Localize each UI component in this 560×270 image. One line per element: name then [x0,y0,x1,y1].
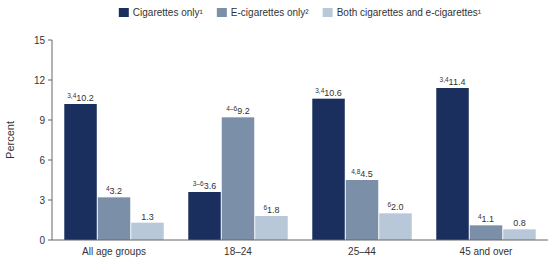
y-tick [48,120,52,121]
annotation: 4,8 [351,168,360,175]
value-label: 2.0 [391,202,404,212]
data-label: 41.1 [478,213,494,224]
y-tick [48,40,52,41]
legend-label: Cigarettes only¹ [133,7,204,18]
data-label: 3,411.4 [440,76,466,87]
x-tick-label: 45 and over [460,246,513,257]
legend-item: Cigarettes only¹ [119,7,204,18]
annotation: 3,4 [440,76,449,83]
bar [436,88,468,240]
bar [470,225,502,240]
value-label: 3.6 [204,181,217,191]
annotation: 4–6 [226,105,237,112]
data-label: 3,410.2 [67,92,94,103]
bar [503,229,535,240]
legend-item: Both cigarettes and e-cigarettes¹ [323,7,482,18]
legend: Cigarettes only¹ E-cigarettes only² Both c… [119,7,482,18]
data-label: 61.8 [263,204,279,215]
legend-swatch [217,8,227,17]
legend-label: Both cigarettes and e-cigarettes¹ [337,7,482,18]
data-label: 1.3 [141,212,154,222]
y-tick-label: 12 [34,75,46,86]
y-tick [48,160,52,161]
data-labels: 3,410.23–63.63,410.63,411.443.24–69.24,8… [67,76,526,228]
data-label: 0.8 [513,218,526,228]
legend-swatch [119,8,129,17]
data-label: 43.2 [106,185,122,196]
bar [312,99,344,240]
data-label: 62.0 [387,201,403,212]
value-label: 0.8 [513,218,526,228]
bar [222,117,254,240]
legend-item: E-cigarettes only² [217,7,309,18]
bars [64,88,535,240]
value-label: 1.8 [267,205,280,215]
data-label: 3,410.6 [315,87,342,98]
value-label: 1.1 [482,214,495,224]
y-tick [48,80,52,81]
value-label: 1.3 [141,212,154,222]
value-label: 3.2 [110,186,123,196]
annotation: 3,4 [315,87,324,94]
y-tick [48,200,52,201]
y-tick [48,240,52,241]
x-tick-label: All age groups [82,246,146,257]
y-tick-label: 15 [34,35,46,46]
data-label: 3–63.6 [193,180,216,191]
legend-swatch [323,8,333,17]
x-tick-label: 25–44 [348,246,376,257]
legend-label: E-cigarettes only² [231,7,309,18]
bar [379,213,411,240]
y-axis-label: Percent [4,121,16,159]
value-label: 4.5 [360,169,373,179]
annotation: 3–6 [193,180,204,187]
x-axis-line [52,240,548,241]
bar [188,192,220,240]
bar [64,104,96,240]
value-label: 9.2 [237,106,250,116]
annotation: 3,4 [67,92,76,99]
chart: 3,410.23–63.63,410.63,411.443.24–69.24,8… [0,0,560,270]
y-axis-line [52,40,53,240]
data-label: 4–69.2 [226,105,249,116]
bar [98,197,130,240]
y-tick-label: 9 [39,115,45,126]
bar [255,216,287,240]
value-label: 11.4 [449,77,466,87]
x-tick-label: 18–24 [224,246,252,257]
y-tick-label: 3 [39,195,45,206]
bar [346,180,378,240]
y-tick-label: 6 [39,155,45,166]
value-label: 10.2 [76,93,94,103]
axes: 0 3 6 9 12 15 All age groups 18–24 25–44 45 and o… [34,35,548,258]
data-label: 4,84.5 [351,168,373,179]
bar [131,223,163,240]
value-label: 10.6 [324,88,342,98]
y-tick-label: 0 [39,235,45,246]
